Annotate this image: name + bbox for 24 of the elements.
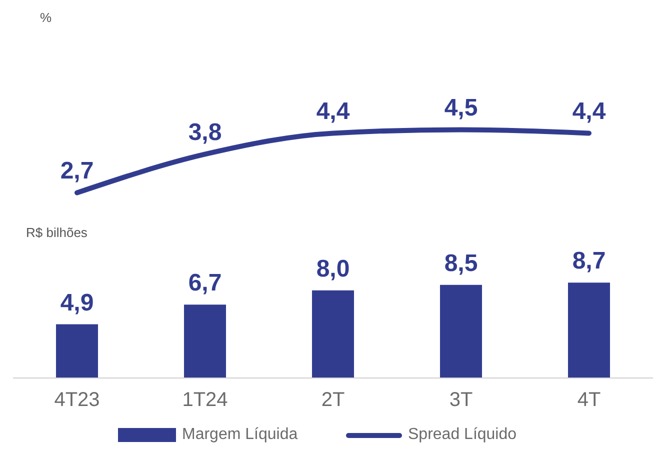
legend-label: Margem Líquida [182, 426, 298, 444]
data-label: 4,5 [444, 94, 478, 122]
data-label: 8,5 [444, 250, 478, 277]
data-label: 8,0 [316, 255, 350, 282]
bar [184, 304, 226, 378]
bar [440, 284, 482, 378]
text: R$ bilhões [26, 225, 88, 240]
data-label: 4,4 [316, 98, 350, 126]
data-label: 4,9 [60, 289, 94, 316]
text: % [40, 10, 52, 25]
x-tick-label: 4T23 [54, 389, 100, 412]
bar [312, 290, 354, 378]
x-tick-label: 3T [449, 389, 473, 412]
bar [568, 282, 610, 378]
data-label: 2,7 [60, 158, 94, 185]
x-tick-label: 1T24 [182, 389, 228, 412]
data-label: 8,7 [572, 248, 606, 275]
x-tick-label: 4T [577, 389, 601, 412]
data-label: 4,4 [572, 98, 606, 126]
legend-label: Spread Líquido [408, 426, 517, 444]
data-label: 3,8 [188, 119, 222, 146]
bar [56, 324, 98, 378]
x-tick-label: 2T [321, 389, 345, 412]
data-label: 6,7 [188, 270, 222, 297]
